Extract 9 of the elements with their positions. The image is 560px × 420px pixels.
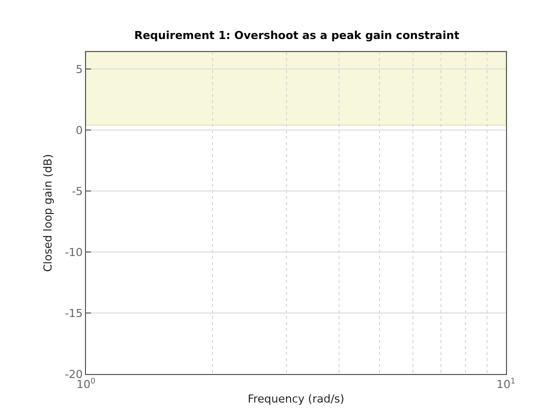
- x-axis-title: Frequency (rad/s): [248, 392, 344, 406]
- y-tick-label: 0: [76, 124, 83, 137]
- y-tick-label: 5: [76, 62, 83, 76]
- x-tick-label: 10$^{1}$: [496, 376, 516, 392]
- y-tick-label: -15: [64, 306, 83, 320]
- y-tick-label: -10: [64, 246, 83, 259]
- y-tick-label: -5: [72, 184, 83, 198]
- chart-title: Requirement 1: Overshoot as a peak gain constraint: [134, 29, 460, 42]
- y-axis-title: Closed loop gain (dB): [41, 154, 54, 272]
